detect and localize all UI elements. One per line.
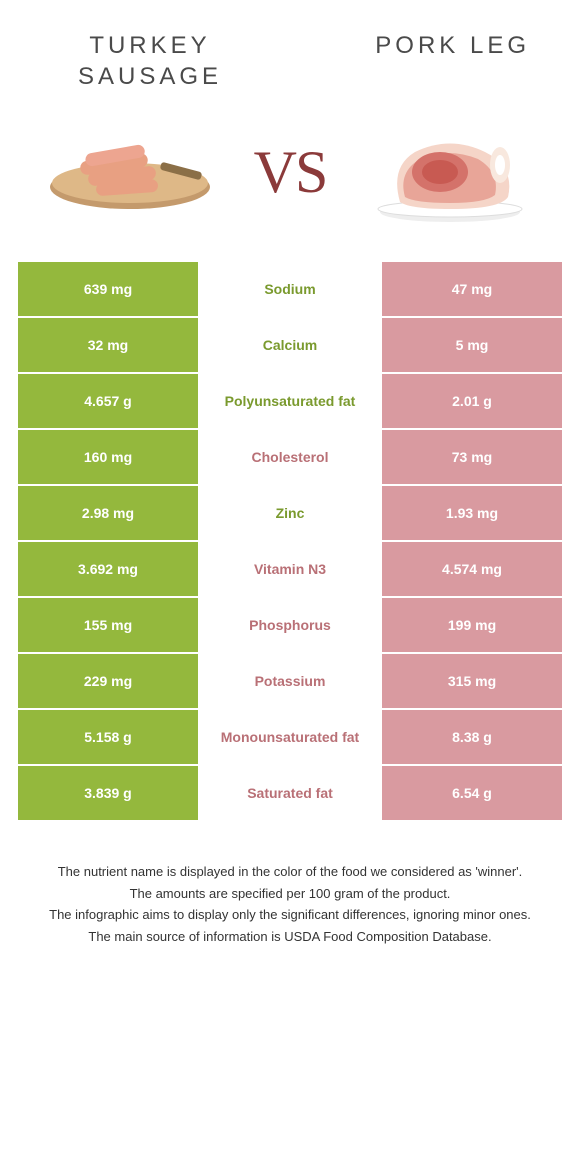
cell-right: 2.01 g xyxy=(382,374,562,428)
header: TURKEY SAUSAGE PORK LEG xyxy=(0,0,580,102)
cell-label: Monounsaturated fat xyxy=(198,710,382,764)
cell-left: 4.657 g xyxy=(18,374,198,428)
images-row: VS xyxy=(0,102,580,262)
cell-right: 1.93 mg xyxy=(382,486,562,540)
cell-label: Phosphorus xyxy=(198,598,382,652)
cell-left: 229 mg xyxy=(18,654,198,708)
vs-label: VS xyxy=(254,138,327,207)
table-row: 2.98 mgZinc1.93 mg xyxy=(18,486,562,540)
footnote-line: The amounts are specified per 100 gram o… xyxy=(30,884,550,904)
cell-left: 2.98 mg xyxy=(18,486,198,540)
cell-label: Polyunsaturated fat xyxy=(198,374,382,428)
cell-label: Calcium xyxy=(198,318,382,372)
table-row: 639 mgSodium47 mg xyxy=(18,262,562,316)
cell-right: 5 mg xyxy=(382,318,562,372)
cell-label: Cholesterol xyxy=(198,430,382,484)
cell-left: 639 mg xyxy=(18,262,198,316)
cell-right: 4.574 mg xyxy=(382,542,562,596)
table-row: 3.839 gSaturated fat6.54 g xyxy=(18,766,562,820)
cell-right: 315 mg xyxy=(382,654,562,708)
food-image-right xyxy=(360,112,540,232)
cell-left: 160 mg xyxy=(18,430,198,484)
food-title-right: PORK LEG xyxy=(330,30,530,61)
table-row: 160 mgCholesterol73 mg xyxy=(18,430,562,484)
table-row: 155 mgPhosphorus199 mg xyxy=(18,598,562,652)
cell-right: 6.54 g xyxy=(382,766,562,820)
comparison-table: 639 mgSodium47 mg32 mgCalcium5 mg4.657 g… xyxy=(0,262,580,820)
table-row: 5.158 gMonounsaturated fat8.38 g xyxy=(18,710,562,764)
table-row: 229 mgPotassium315 mg xyxy=(18,654,562,708)
footnote-line: The main source of information is USDA F… xyxy=(30,927,550,947)
cell-label: Zinc xyxy=(198,486,382,540)
cell-left: 3.692 mg xyxy=(18,542,198,596)
cell-left: 155 mg xyxy=(18,598,198,652)
table-row: 32 mgCalcium5 mg xyxy=(18,318,562,372)
food-image-left xyxy=(40,112,220,232)
cell-left: 3.839 g xyxy=(18,766,198,820)
cell-right: 8.38 g xyxy=(382,710,562,764)
cell-right: 199 mg xyxy=(382,598,562,652)
cell-left: 32 mg xyxy=(18,318,198,372)
cell-left: 5.158 g xyxy=(18,710,198,764)
food-title-left: TURKEY SAUSAGE xyxy=(50,30,250,92)
table-row: 3.692 mgVitamin N34.574 mg xyxy=(18,542,562,596)
cell-label: Vitamin N3 xyxy=(198,542,382,596)
table-row: 4.657 gPolyunsaturated fat2.01 g xyxy=(18,374,562,428)
footnote-line: The infographic aims to display only the… xyxy=(30,905,550,925)
cell-right: 47 mg xyxy=(382,262,562,316)
cell-label: Saturated fat xyxy=(198,766,382,820)
cell-label: Potassium xyxy=(198,654,382,708)
footnote-line: The nutrient name is displayed in the co… xyxy=(30,862,550,882)
cell-label: Sodium xyxy=(198,262,382,316)
footnotes: The nutrient name is displayed in the co… xyxy=(0,822,580,946)
cell-right: 73 mg xyxy=(382,430,562,484)
